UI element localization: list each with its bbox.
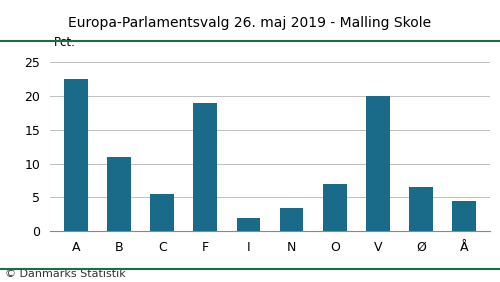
Text: © Danmarks Statistik: © Danmarks Statistik — [5, 269, 126, 279]
Bar — [409, 187, 433, 231]
Bar — [107, 157, 131, 231]
Bar — [366, 96, 390, 231]
Bar — [280, 208, 303, 231]
Bar — [236, 218, 260, 231]
Bar — [323, 184, 346, 231]
Text: Europa-Parlamentsvalg 26. maj 2019 - Malling Skole: Europa-Parlamentsvalg 26. maj 2019 - Mal… — [68, 16, 432, 30]
Bar — [452, 201, 476, 231]
Bar — [64, 79, 88, 231]
Bar — [150, 194, 174, 231]
Text: Pct.: Pct. — [54, 36, 76, 49]
Bar — [194, 103, 217, 231]
